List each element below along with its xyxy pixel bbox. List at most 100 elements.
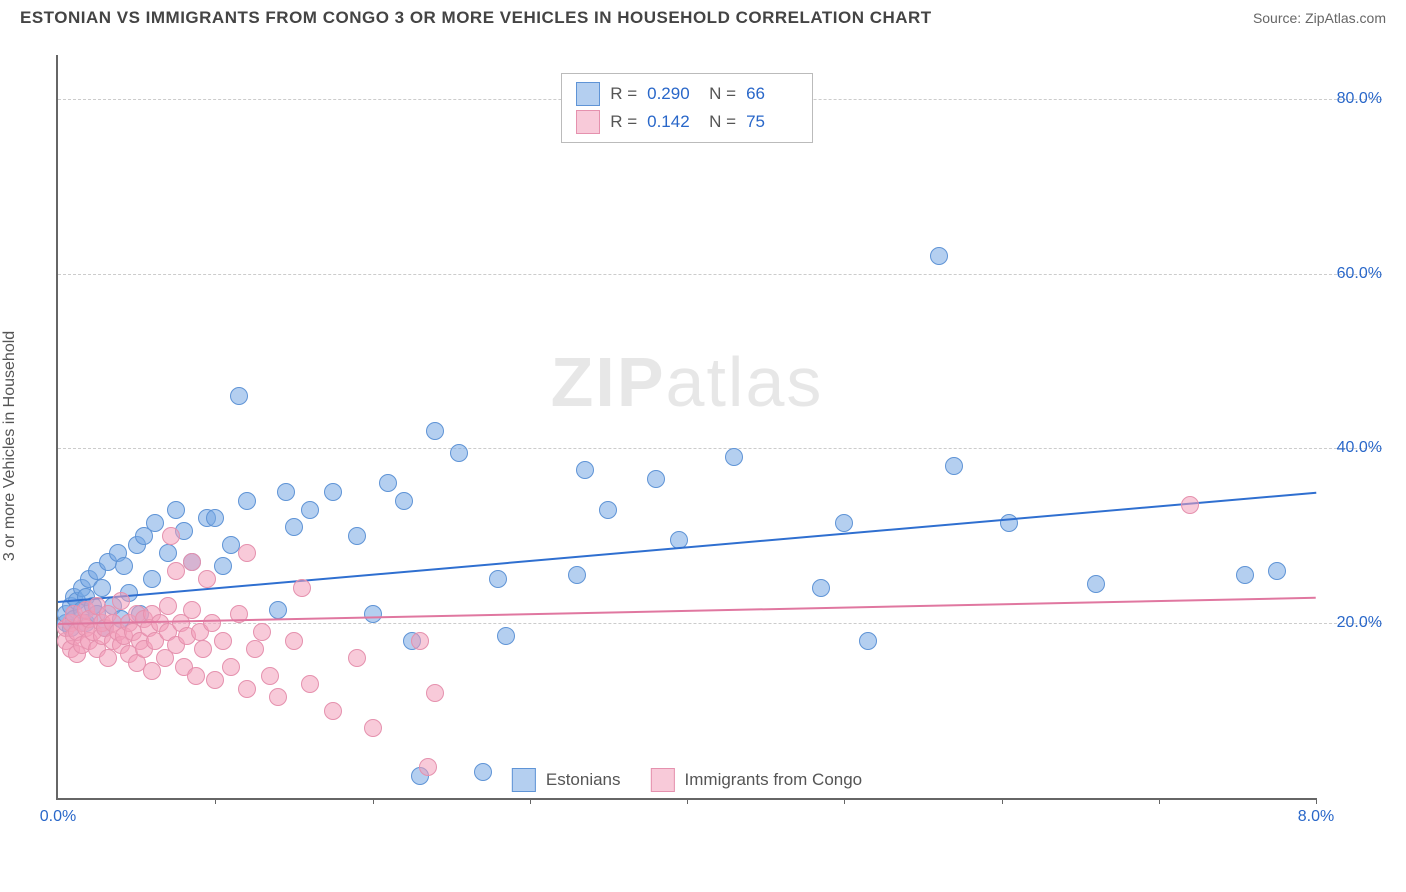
data-point [143, 570, 161, 588]
data-point [277, 483, 295, 501]
legend-row: R =0.142N =75 [576, 108, 798, 136]
data-point [222, 658, 240, 676]
data-point [285, 632, 303, 650]
data-point [599, 501, 617, 519]
data-point [269, 688, 287, 706]
data-point [324, 483, 342, 501]
legend-swatch [576, 110, 600, 134]
data-point [324, 702, 342, 720]
data-point [1181, 496, 1199, 514]
data-point [348, 527, 366, 545]
data-point [159, 544, 177, 562]
data-point [945, 457, 963, 475]
x-tick-mark [530, 798, 531, 804]
series-legend: Estonians Immigrants from Congo [512, 768, 862, 792]
x-tick-mark [687, 798, 688, 804]
data-point [1087, 575, 1105, 593]
data-point [203, 614, 221, 632]
y-axis-label: 3 or more Vehicles in Household [1, 331, 19, 561]
data-point [474, 763, 492, 781]
watermark: ZIPatlas [551, 342, 824, 422]
gridline [58, 448, 1382, 449]
data-point [269, 601, 287, 619]
chart-title: ESTONIAN VS IMMIGRANTS FROM CONGO 3 OR M… [20, 8, 932, 28]
data-point [812, 579, 830, 597]
legend-n-label: N = [709, 84, 736, 104]
data-point [450, 444, 468, 462]
data-point [93, 579, 111, 597]
data-point [230, 387, 248, 405]
data-point [293, 579, 311, 597]
data-point [930, 247, 948, 265]
data-point [183, 601, 201, 619]
data-point [411, 632, 429, 650]
data-point [159, 597, 177, 615]
data-point [426, 684, 444, 702]
correlation-legend: R = 0.290 N = 66 R =0.142N =75 [561, 73, 813, 143]
legend-r-label: R = [610, 84, 637, 104]
data-point [348, 649, 366, 667]
data-point [112, 592, 130, 610]
legend-label: Immigrants from Congo [685, 770, 863, 790]
data-point [146, 514, 164, 532]
data-point [1236, 566, 1254, 584]
data-point [364, 605, 382, 623]
x-tick-mark [215, 798, 216, 804]
data-point [206, 671, 224, 689]
data-point [214, 632, 232, 650]
data-point [419, 758, 437, 776]
data-point [238, 680, 256, 698]
y-tick-label: 80.0% [1322, 90, 1382, 108]
data-point [1000, 514, 1018, 532]
data-point [253, 623, 271, 641]
gridline [58, 274, 1382, 275]
data-point [162, 527, 180, 545]
data-point [395, 492, 413, 510]
data-point [261, 667, 279, 685]
legend-item: Immigrants from Congo [651, 768, 863, 792]
x-tick-mark [1316, 798, 1317, 804]
legend-swatch [576, 82, 600, 106]
data-point [246, 640, 264, 658]
legend-r-label: R = [610, 112, 637, 132]
data-point [426, 422, 444, 440]
x-tick-mark [373, 798, 374, 804]
data-point [183, 553, 201, 571]
data-point [285, 518, 303, 536]
data-point [379, 474, 397, 492]
legend-swatch [512, 768, 536, 792]
data-point [214, 557, 232, 575]
data-point [497, 627, 515, 645]
data-point [859, 632, 877, 650]
data-point [187, 667, 205, 685]
x-tick-mark [1002, 798, 1003, 804]
data-point [568, 566, 586, 584]
legend-n-value: 66 [746, 84, 798, 104]
legend-swatch [651, 768, 675, 792]
y-tick-label: 60.0% [1322, 265, 1382, 283]
legend-item: Estonians [512, 768, 621, 792]
chart-container: ZIPatlas 20.0%40.0%60.0%80.0%0.0%8.0%R =… [46, 40, 1386, 840]
x-tick-mark [844, 798, 845, 804]
data-point [835, 514, 853, 532]
data-point [647, 470, 665, 488]
data-point [206, 509, 224, 527]
data-point [1268, 562, 1286, 580]
data-point [115, 557, 133, 575]
legend-n-label: N = [709, 112, 736, 132]
x-tick-mark [1159, 798, 1160, 804]
x-tick-label: 0.0% [40, 808, 76, 826]
chart-source: Source: ZipAtlas.com [1253, 10, 1386, 26]
legend-r-value: 0.290 [647, 84, 699, 104]
data-point [167, 501, 185, 519]
legend-row: R = 0.290 N = 66 [576, 80, 798, 108]
data-point [194, 640, 212, 658]
y-tick-label: 40.0% [1322, 439, 1382, 457]
legend-label: Estonians [546, 770, 621, 790]
data-point [301, 675, 319, 693]
data-point [576, 461, 594, 479]
data-point [198, 570, 216, 588]
data-point [301, 501, 319, 519]
chart-header: ESTONIAN VS IMMIGRANTS FROM CONGO 3 OR M… [0, 0, 1406, 32]
plot-area: ZIPatlas 20.0%40.0%60.0%80.0%0.0%8.0%R =… [56, 55, 1316, 800]
